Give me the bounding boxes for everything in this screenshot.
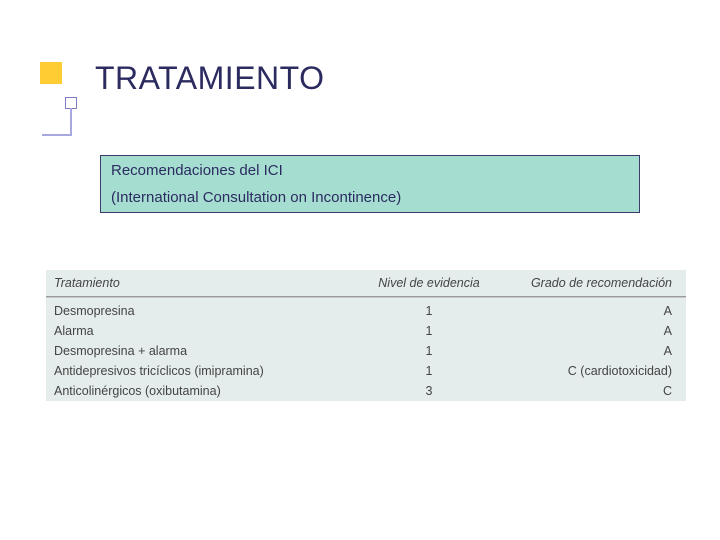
- table-row: Desmopresina 1 A: [46, 301, 686, 321]
- cell-evidence: 1: [354, 324, 504, 338]
- cell-treatment: Desmopresina: [54, 304, 354, 318]
- cell-evidence: 1: [354, 364, 504, 378]
- table-body: Desmopresina 1 A Alarma 1 A Desmopresina…: [46, 297, 686, 401]
- table-row: Anticolinérgicos (oxibutamina) 3 C: [46, 381, 686, 401]
- cell-grade: C: [504, 384, 678, 398]
- page-title: TRATAMIENTO: [95, 60, 325, 97]
- banner-line-2: (International Consultation on Incontine…: [111, 189, 629, 206]
- banner-line-1: Recomendaciones del ICI: [111, 162, 629, 179]
- cell-evidence: 1: [354, 344, 504, 358]
- table-header-evidence: Nivel de evidencia: [354, 276, 504, 290]
- cell-grade: A: [504, 344, 678, 358]
- cell-grade: A: [504, 304, 678, 318]
- cell-treatment: Anticolinérgicos (oxibutamina): [54, 384, 354, 398]
- cell-grade: C (cardiotoxicidad): [504, 364, 678, 378]
- cell-grade: A: [504, 324, 678, 338]
- cell-evidence: 3: [354, 384, 504, 398]
- table-header-grade: Grado de recomendación: [504, 276, 678, 290]
- recommendations-banner: Recomendaciones del ICI (International C…: [100, 155, 640, 213]
- table-row: Desmopresina + alarma 1 A: [46, 341, 686, 361]
- table-header-treatment: Tratamiento: [54, 276, 354, 290]
- deco-yellow-square: [40, 62, 62, 84]
- cell-treatment: Desmopresina + alarma: [54, 344, 354, 358]
- cell-treatment: Antidepresivos tricíclicos (imipramina): [54, 364, 354, 378]
- table-row: Antidepresivos tricíclicos (imipramina) …: [46, 361, 686, 381]
- treatments-table: Tratamiento Nivel de evidencia Grado de …: [46, 270, 686, 401]
- table-header-row: Tratamiento Nivel de evidencia Grado de …: [46, 270, 686, 297]
- title-decoration: [40, 62, 96, 138]
- cell-evidence: 1: [354, 304, 504, 318]
- deco-horizontal-line: [42, 134, 72, 136]
- cell-treatment: Alarma: [54, 324, 354, 338]
- table-row: Alarma 1 A: [46, 321, 686, 341]
- deco-vertical-line: [70, 108, 72, 136]
